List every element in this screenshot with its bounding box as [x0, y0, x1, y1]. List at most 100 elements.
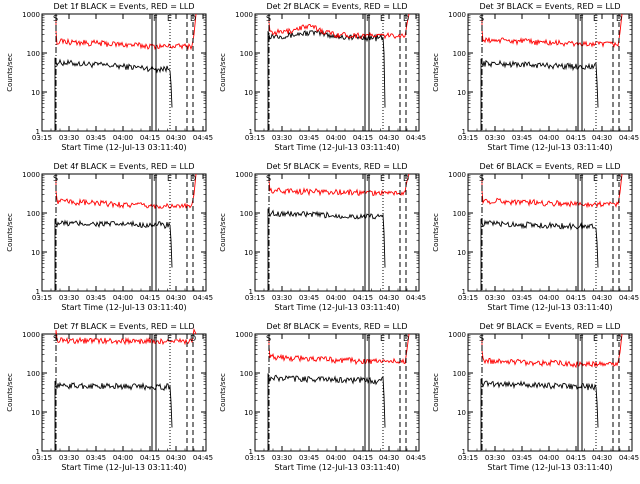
- y-tick-label: 100: [453, 210, 466, 218]
- y-tick-label: 1: [462, 448, 466, 456]
- chart-title: Det 9f BLACK = Events, RED = LLD: [479, 322, 620, 331]
- y-tick-label: 10: [31, 249, 40, 257]
- x-tick-label: 04:30: [379, 134, 399, 142]
- x-tick-label: 04:30: [166, 134, 186, 142]
- x-tick-label: 03:15: [458, 294, 478, 302]
- x-tick-label: 04:00: [539, 294, 559, 302]
- chart-panel: Det 3f BLACK = Events, RED = LLD 1 10 100 10…: [426, 0, 639, 160]
- x-tick-label: 04:15: [353, 294, 373, 302]
- chart-panel: Det 6f BLACK = Events, RED = LLD 1 10 100 10…: [426, 160, 639, 320]
- y-tick-label: 10: [457, 89, 466, 97]
- chart-svg: Det 9f BLACK = Events, RED = LLD 1 10 100 10…: [432, 322, 639, 472]
- marker-label: F: [579, 174, 584, 183]
- y-tick-label: 1000: [235, 11, 253, 19]
- y-tick-label: 1000: [235, 171, 253, 179]
- x-tick-label: 03:15: [458, 134, 478, 142]
- x-tick-label: 03:30: [59, 134, 79, 142]
- x-tick-label: 03:45: [512, 294, 532, 302]
- y-tick-label: 1: [462, 128, 466, 136]
- chart-panel: Det 1f BLACK = Events, RED = LLD 1 10 100 10…: [0, 0, 213, 160]
- y-axis-label: Counts/sec: [219, 373, 227, 412]
- marker-label: E: [167, 174, 172, 183]
- y-tick-label: 10: [457, 409, 466, 417]
- x-axis-label: Start Time (12-Jul-13 03:11:40): [487, 303, 612, 312]
- marker-label: S: [53, 14, 58, 23]
- chart-svg: Det 2f BLACK = Events, RED = LLD 1 10 100 10…: [219, 2, 426, 152]
- x-tick-label: 03:15: [245, 134, 265, 142]
- y-tick-label: 100: [453, 50, 466, 58]
- y-tick-label: 1000: [448, 11, 466, 19]
- chart-svg: Det 1f BLACK = Events, RED = LLD 1 10 100 10…: [6, 2, 213, 152]
- x-tick-label: 04:45: [193, 134, 213, 142]
- y-tick-label: 10: [244, 409, 253, 417]
- chart-title: Det 3f BLACK = Events, RED = LLD: [479, 2, 620, 11]
- chart-svg: Det 8f BLACK = Events, RED = LLD 1 10 100 10…: [219, 322, 426, 472]
- y-tick-label: 10: [244, 249, 253, 257]
- x-tick-label: 03:45: [86, 134, 106, 142]
- y-tick-label: 1: [36, 288, 40, 296]
- marker-label: S: [266, 334, 271, 343]
- chart-title: Det 8f BLACK = Events, RED = LLD: [266, 322, 407, 331]
- x-tick-label: 04:00: [113, 134, 133, 142]
- lld-series-line: [481, 333, 623, 369]
- x-tick-label: 04:30: [166, 454, 186, 462]
- marker-label: F: [153, 14, 158, 23]
- events-series-line: [54, 380, 173, 451]
- x-tick-label: 04:45: [619, 294, 639, 302]
- x-tick-label: 03:30: [59, 454, 79, 462]
- x-tick-label: 04:30: [592, 134, 612, 142]
- y-tick-label: 1000: [22, 331, 40, 339]
- y-tick-label: 100: [240, 50, 253, 58]
- marker-label: D: [403, 174, 409, 183]
- marker-label: E: [167, 14, 172, 23]
- x-axis-label: Start Time (12-Jul-13 03:11:40): [274, 303, 399, 312]
- x-tick-label: 03:30: [485, 294, 505, 302]
- lld-series-line: [268, 173, 410, 197]
- chart-panel: Det 5f BLACK = Events, RED = LLD 1 10 100 10…: [213, 160, 426, 320]
- y-axis-label: Counts/sec: [6, 53, 14, 92]
- marker-label: F: [153, 334, 158, 343]
- x-axis-label: Start Time (12-Jul-13 03:11:40): [61, 463, 186, 472]
- x-tick-label: 04:00: [326, 454, 346, 462]
- x-tick-label: 04:30: [379, 454, 399, 462]
- chart-svg: Det 5f BLACK = Events, RED = LLD 1 10 100 10…: [219, 162, 426, 312]
- x-tick-label: 04:15: [566, 454, 586, 462]
- x-tick-label: 03:15: [458, 454, 478, 462]
- chart-title: Det 5f BLACK = Events, RED = LLD: [266, 162, 407, 171]
- x-tick-label: 03:30: [59, 294, 79, 302]
- chart-svg: Det 7f BLACK = Events, RED = LLD 1 10 100 10…: [6, 322, 213, 472]
- marker-label: D: [616, 334, 622, 343]
- plot-frame: [254, 333, 420, 452]
- x-tick-label: 04:45: [406, 454, 426, 462]
- x-tick-label: 03:30: [272, 294, 292, 302]
- lld-series-line: [55, 328, 197, 346]
- lld-series-line: [268, 333, 410, 366]
- x-axis-label: Start Time (12-Jul-13 03:11:40): [61, 303, 186, 312]
- y-tick-label: 1: [462, 288, 466, 296]
- marker-label: D: [616, 174, 622, 183]
- y-axis-label: Counts/sec: [6, 373, 14, 412]
- y-tick-label: 10: [457, 249, 466, 257]
- x-tick-label: 03:30: [485, 454, 505, 462]
- marker-label: E: [167, 334, 172, 343]
- x-axis-label: Start Time (12-Jul-13 03:11:40): [274, 143, 399, 152]
- chart-svg: Det 3f BLACK = Events, RED = LLD 1 10 100 10…: [432, 2, 639, 152]
- events-series-line: [267, 29, 386, 131]
- x-tick-label: 04:45: [193, 294, 213, 302]
- x-axis-label: Start Time (12-Jul-13 03:11:40): [61, 143, 186, 152]
- x-tick-label: 04:15: [566, 134, 586, 142]
- x-tick-label: 03:15: [32, 134, 52, 142]
- x-tick-label: 03:15: [32, 294, 52, 302]
- chart-title: Det 7f BLACK = Events, RED = LLD: [53, 322, 194, 331]
- x-tick-label: 03:30: [485, 134, 505, 142]
- x-axis-label: Start Time (12-Jul-13 03:11:40): [487, 463, 612, 472]
- x-tick-label: 04:30: [592, 454, 612, 462]
- y-axis-label: Counts/sec: [432, 213, 440, 252]
- x-tick-label: 03:45: [299, 294, 319, 302]
- x-tick-label: 04:45: [619, 454, 639, 462]
- marker-label: S: [479, 334, 484, 343]
- x-tick-label: 04:45: [619, 134, 639, 142]
- marker-label: D: [190, 174, 196, 183]
- plot-frame: [467, 173, 633, 292]
